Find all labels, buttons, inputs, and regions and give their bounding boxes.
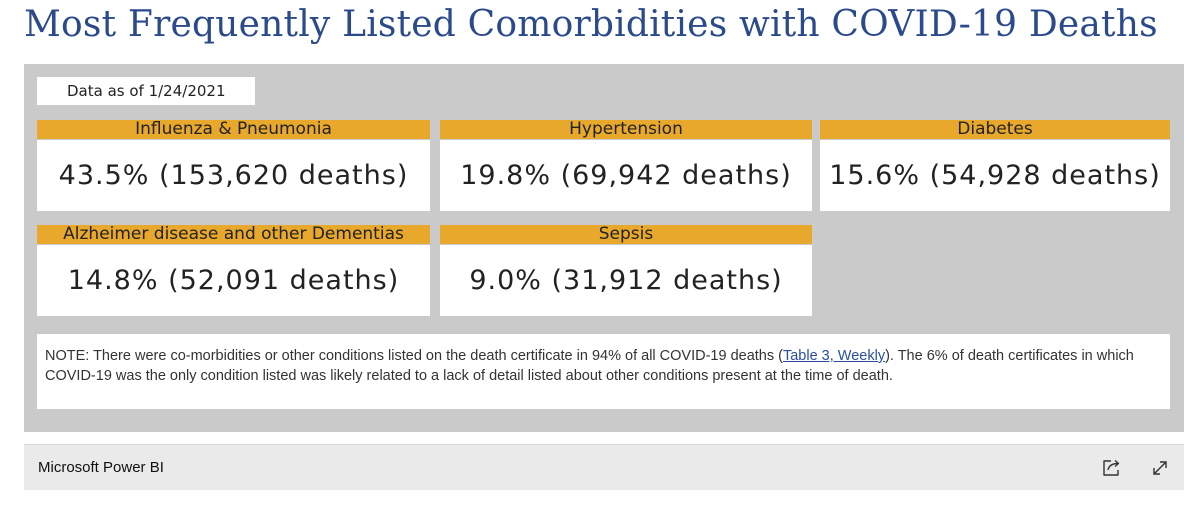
card-label: Alzheimer disease and other Dementias <box>37 225 430 244</box>
card-value: 9.0% (31,912 deaths) <box>440 245 812 316</box>
card-label: Diabetes <box>820 120 1170 139</box>
note-text-suffix: ). The 6% of death certificates in which… <box>45 348 1134 384</box>
card-value: 43.5% (153,620 deaths) <box>37 140 430 211</box>
table-3-weekly-link[interactable]: Table 3, Weekly <box>782 348 886 364</box>
expand-icon-glyph <box>1153 461 1167 475</box>
expand-icon[interactable] <box>1148 457 1172 479</box>
report-canvas: Data as of 1/24/2021 Influenza & Pneumon… <box>24 64 1184 432</box>
card-value: 14.8% (52,091 deaths) <box>37 245 430 316</box>
data-date-label: Data as of 1/24/2021 <box>37 77 255 105</box>
card-value: 15.6% (54,928 deaths) <box>820 140 1170 211</box>
page-title: Most Frequently Listed Comorbidities wit… <box>24 4 1158 45</box>
comorbidity-card-influenza-pneumonia[interactable]: Influenza & Pneumonia 43.5% (153,620 dea… <box>37 120 430 211</box>
card-value: 19.8% (69,942 deaths) <box>440 140 812 211</box>
card-label: Hypertension <box>440 120 812 139</box>
comorbidity-card-diabetes[interactable]: Diabetes 15.6% (54,928 deaths) <box>820 120 1170 211</box>
comorbidity-card-hypertension[interactable]: Hypertension 19.8% (69,942 deaths) <box>440 120 812 211</box>
comorbidity-card-sepsis[interactable]: Sepsis 9.0% (31,912 deaths) <box>440 225 812 316</box>
footer-app-name: Microsoft Power BI <box>38 459 164 476</box>
note-text-prefix: NOTE: There were co-morbidities or other… <box>45 348 783 364</box>
note-box: NOTE: There were co-morbidities or other… <box>37 334 1170 409</box>
share-icon-glyph <box>1103 459 1120 476</box>
comorbidity-card-alzheimer-dementias[interactable]: Alzheimer disease and other Dementias 14… <box>37 225 430 316</box>
card-label: Influenza & Pneumonia <box>37 120 430 139</box>
power-bi-footer: Microsoft Power BI <box>24 444 1184 490</box>
card-label: Sepsis <box>440 225 812 244</box>
share-icon[interactable] <box>1100 457 1124 479</box>
